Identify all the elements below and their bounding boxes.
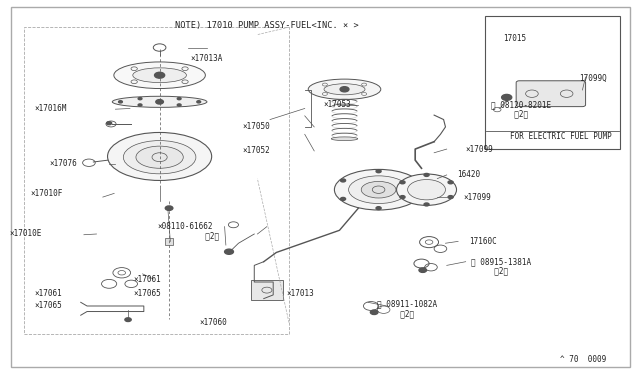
Text: ×17010F: ×17010F: [31, 189, 63, 198]
Circle shape: [165, 206, 173, 211]
Text: ×17060: ×17060: [200, 318, 227, 327]
Text: Ⓑ 08120-8201E: Ⓑ 08120-8201E: [491, 100, 551, 109]
Text: （2）: （2）: [196, 231, 220, 240]
Text: （2）: （2）: [505, 109, 528, 119]
Text: ×17076: ×17076: [50, 159, 77, 169]
Ellipse shape: [308, 79, 381, 99]
Circle shape: [448, 181, 453, 184]
Circle shape: [225, 249, 234, 254]
Ellipse shape: [124, 141, 196, 174]
Circle shape: [138, 97, 142, 100]
Circle shape: [138, 104, 142, 106]
Text: 17015: 17015: [504, 34, 527, 43]
Text: ×17099: ×17099: [466, 145, 493, 154]
Bar: [484, 16, 620, 149]
Text: ×17061: ×17061: [134, 275, 161, 283]
Text: 17099Q: 17099Q: [579, 74, 607, 83]
Circle shape: [502, 94, 512, 100]
Text: 16420: 16420: [457, 170, 480, 179]
Ellipse shape: [108, 132, 212, 180]
Circle shape: [340, 198, 346, 201]
Text: ×17016M: ×17016M: [35, 104, 67, 113]
Text: ×17099: ×17099: [463, 193, 491, 202]
Circle shape: [107, 122, 111, 125]
Ellipse shape: [324, 84, 365, 95]
Ellipse shape: [132, 68, 186, 83]
Circle shape: [177, 104, 181, 106]
Circle shape: [376, 170, 381, 173]
Text: Ⓜ 08915-1381A: Ⓜ 08915-1381A: [471, 257, 531, 266]
Text: 17160C: 17160C: [470, 237, 497, 246]
Circle shape: [125, 318, 131, 321]
Ellipse shape: [397, 174, 456, 205]
Text: FOR ELECTRIC FUEL PUMP: FOR ELECTRIC FUEL PUMP: [510, 132, 612, 141]
Circle shape: [400, 181, 405, 184]
Circle shape: [419, 268, 426, 272]
Circle shape: [371, 310, 378, 314]
Circle shape: [448, 196, 453, 199]
Bar: [165, 238, 173, 245]
Text: （2）: （2）: [484, 266, 508, 275]
Circle shape: [154, 72, 164, 78]
Text: ×17065: ×17065: [34, 301, 62, 311]
Text: ×17013: ×17013: [287, 289, 314, 298]
Text: Ⓝ 08911-1082A: Ⓝ 08911-1082A: [378, 300, 438, 309]
Text: ×08110-61662: ×08110-61662: [157, 222, 213, 231]
Circle shape: [400, 196, 405, 199]
Circle shape: [156, 100, 163, 104]
Circle shape: [424, 173, 429, 176]
Bar: [24, 27, 289, 334]
Circle shape: [340, 179, 346, 182]
FancyBboxPatch shape: [516, 81, 586, 107]
Text: ×17010E: ×17010E: [9, 230, 42, 238]
Ellipse shape: [361, 182, 396, 198]
Ellipse shape: [136, 146, 183, 168]
Ellipse shape: [349, 176, 408, 203]
Ellipse shape: [332, 137, 358, 141]
Ellipse shape: [408, 180, 445, 200]
Ellipse shape: [112, 96, 207, 108]
Text: ×17050: ×17050: [243, 122, 270, 131]
Circle shape: [118, 101, 122, 103]
Text: ^ 70  0009: ^ 70 0009: [561, 355, 607, 364]
Text: ×17061: ×17061: [34, 289, 62, 298]
Ellipse shape: [335, 169, 423, 210]
Ellipse shape: [114, 62, 205, 89]
Circle shape: [412, 198, 417, 201]
Circle shape: [340, 87, 349, 92]
Circle shape: [197, 101, 200, 103]
Text: NOTE) 17010 PUMP ASSY-FUEL<INC. × >: NOTE) 17010 PUMP ASSY-FUEL<INC. × >: [175, 21, 359, 30]
Text: （2）: （2）: [391, 309, 414, 318]
Circle shape: [424, 203, 429, 206]
Circle shape: [177, 97, 181, 100]
Text: ×17052: ×17052: [243, 147, 270, 155]
Text: ×17013A: ×17013A: [190, 54, 223, 63]
Text: ×17065: ×17065: [134, 289, 161, 298]
Circle shape: [412, 179, 417, 182]
Circle shape: [376, 207, 381, 210]
Bar: [251, 280, 283, 301]
Text: ×17053: ×17053: [323, 100, 351, 109]
